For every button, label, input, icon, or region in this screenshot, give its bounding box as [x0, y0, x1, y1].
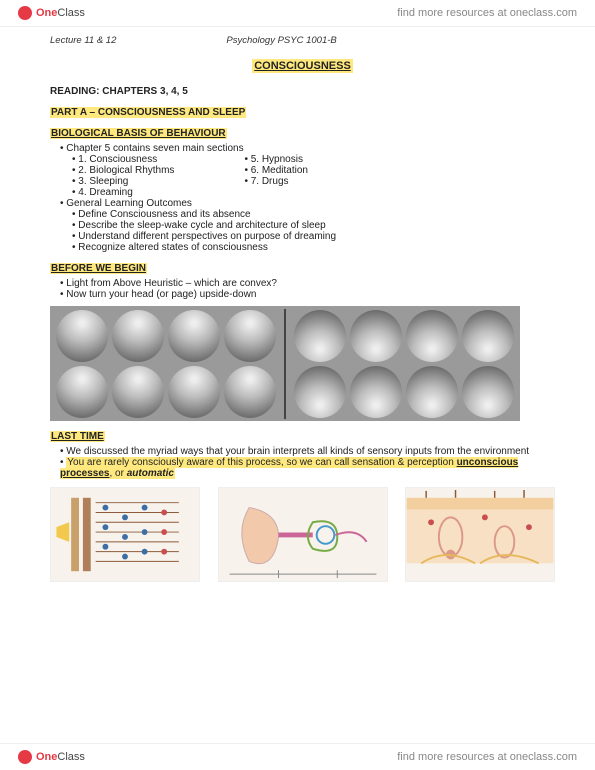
logo-icon [18, 6, 32, 20]
sphere-icon [406, 310, 458, 362]
top-line: Lecture 11 & 12 Psychology PSYC 1001-B [50, 35, 555, 46]
list-item: 6. Meditation [244, 165, 308, 176]
sphere-icon [462, 366, 514, 418]
sphere-icon [168, 310, 220, 362]
list-item: We discussed the myriad ways that your b… [60, 446, 555, 457]
list-item: Define Consciousness and its absence [72, 209, 555, 220]
list-item: General Learning Outcomes [60, 198, 555, 209]
lecture-label: Lecture 11 & 12 [50, 35, 116, 46]
divider [284, 309, 286, 419]
footer-link[interactable]: find more resources at oneclass.com [397, 751, 577, 763]
sphere-icon [224, 366, 276, 418]
last-time-head: LAST TIME [50, 431, 555, 442]
list-item: Chapter 5 contains seven main sections [60, 143, 555, 154]
reading-head: READING: CHAPTERS 3, 4, 5 [50, 86, 555, 97]
list-item: Light from Above Heuristic – which are c… [60, 278, 555, 289]
col2: 5. Hypnosis 6. Meditation 7. Drugs [234, 154, 308, 198]
before-head: BEFORE WE BEGIN [50, 263, 555, 274]
before-list: Light from Above Heuristic – which are c… [50, 278, 555, 300]
sphere-icon [112, 366, 164, 418]
sphere-icon [406, 366, 458, 418]
page-footer: OneClass find more resources at oneclass… [0, 743, 595, 770]
convex-illusion-figure [50, 306, 520, 421]
list-item: Now turn your head (or page) upside-down [60, 289, 555, 300]
sphere-icon [350, 310, 402, 362]
logo-text: OneClass [36, 751, 85, 763]
sections-columns: 1. Consciousness 2. Biological Rhythms 3… [50, 154, 555, 198]
right-grid [294, 310, 514, 418]
page-header: OneClass find more resources at oneclass… [0, 0, 595, 27]
sphere-icon [294, 310, 346, 362]
ear-figure [218, 487, 388, 582]
sphere-icon [294, 366, 346, 418]
sphere-icon [56, 310, 108, 362]
list-item: Understand different perspectives on pur… [72, 231, 555, 242]
list-item: 5. Hypnosis [244, 154, 308, 165]
outcomes-list: General Learning Outcomes Define Conscio… [50, 198, 555, 253]
course-label: Psychology PSYC 1001-B [226, 35, 336, 46]
skin-figure [405, 487, 555, 582]
sphere-icon [168, 366, 220, 418]
anatomy-figures-row [50, 487, 555, 582]
sphere-icon [350, 366, 402, 418]
list-item: 3. Sleeping [72, 176, 174, 187]
sphere-icon [112, 310, 164, 362]
brand-logo: OneClass [18, 750, 85, 764]
list-item: 4. Dreaming [72, 187, 174, 198]
bio-head: BIOLOGICAL BASIS OF BEHAVIOUR [50, 128, 555, 139]
page-title: CONSCIOUSNESS [50, 60, 555, 72]
sphere-icon [224, 310, 276, 362]
bio-list: Chapter 5 contains seven main sections [50, 143, 555, 154]
sphere-icon [462, 310, 514, 362]
col1: 1. Consciousness 2. Biological Rhythms 3… [50, 154, 174, 198]
document-content: Lecture 11 & 12 Psychology PSYC 1001-B C… [0, 27, 595, 582]
list-item: Describe the sleep-wake cycle and archit… [72, 220, 555, 231]
last-list: We discussed the myriad ways that your b… [50, 446, 555, 479]
list-item: 2. Biological Rhythms [72, 165, 174, 176]
sphere-icon [56, 366, 108, 418]
list-item: Recognize altered states of consciousnes… [72, 242, 555, 253]
logo-icon [18, 750, 32, 764]
list-item: 7. Drugs [244, 176, 308, 187]
part-a-head: PART A – CONSCIOUSNESS AND SLEEP [50, 107, 555, 118]
list-item: You are rarely consciously aware of this… [60, 457, 555, 479]
left-grid [56, 310, 276, 418]
logo-text: OneClass [36, 7, 85, 19]
list-item: 1. Consciousness [72, 154, 174, 165]
retina-figure [50, 487, 200, 582]
brand-logo: OneClass [18, 6, 85, 20]
header-link[interactable]: find more resources at oneclass.com [397, 7, 577, 19]
